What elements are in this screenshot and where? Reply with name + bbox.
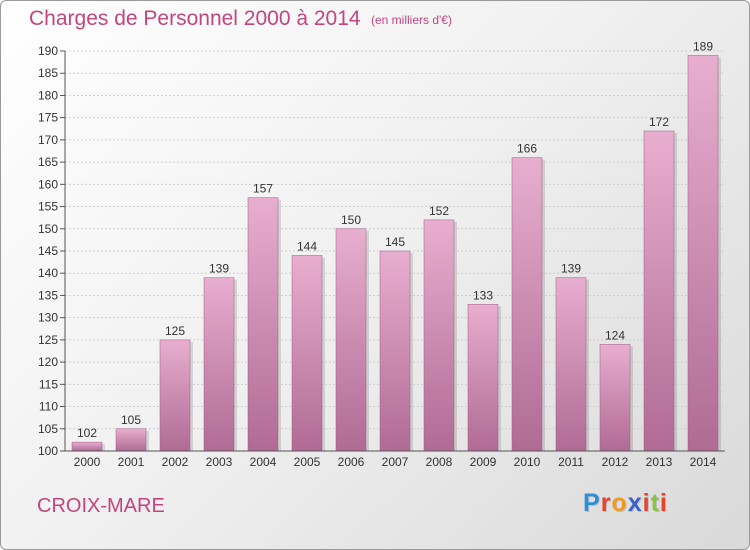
data-label: 124 (605, 328, 625, 342)
bar (379, 250, 411, 452)
bar (555, 277, 587, 452)
data-label: 125 (165, 324, 185, 338)
data-label: 139 (561, 262, 581, 276)
proxiti-logo[interactable]: Proxiti (583, 489, 668, 518)
y-tick-label: 155 (38, 200, 58, 214)
bar (687, 55, 719, 452)
town-name: CROIX-MARE (37, 495, 165, 517)
y-tick-label: 190 (38, 44, 58, 58)
logo-letter: i (642, 489, 651, 517)
data-label: 166 (517, 142, 537, 156)
data-label: 172 (649, 115, 669, 129)
logo-letter: t (650, 489, 660, 517)
x-tick-label: 2003 (206, 455, 233, 469)
x-tick-label: 2002 (162, 455, 189, 469)
logo-letter: r (600, 489, 612, 517)
x-tick-label: 2014 (690, 455, 717, 469)
bars: 102 105 125 139 157 144 150 145 152 133 166 139 124 1… (71, 39, 721, 452)
bar (511, 157, 543, 452)
data-label: 105 (121, 413, 141, 427)
x-tick-label: 2005 (294, 455, 321, 469)
x-tick-label: 2008 (426, 455, 453, 469)
y-tick-label: 175 (38, 111, 58, 125)
bar (71, 441, 103, 452)
data-label: 150 (341, 213, 361, 227)
logo-letter: P (583, 489, 601, 517)
x-tick-label: 2000 (74, 455, 101, 469)
y-tick-label: 135 (38, 288, 58, 302)
logo-letter: i (659, 489, 668, 517)
logo-letter: o (611, 489, 628, 517)
data-label: 157 (253, 182, 273, 196)
y-tick-label: 180 (38, 88, 58, 102)
x-tick-label: 2001 (118, 455, 145, 469)
y-tick-label: 110 (39, 400, 58, 414)
bar (159, 339, 191, 452)
bar (599, 344, 631, 452)
y-tick-label: 130 (38, 311, 58, 325)
bar (291, 255, 323, 452)
y-tick-label: 185 (38, 66, 58, 80)
y-tick-label: 145 (38, 244, 58, 258)
y-tick-label: 105 (38, 422, 58, 436)
bar (467, 304, 499, 452)
bar (423, 219, 455, 452)
data-label: 144 (297, 239, 317, 253)
chart-subtitle: (en milliers d'€) (371, 13, 452, 27)
x-tick-label: 2009 (470, 455, 497, 469)
x-tick-label: 2013 (646, 455, 673, 469)
x-tick-label: 2011 (558, 455, 584, 469)
y-tick-label: 120 (38, 355, 58, 369)
data-label: 145 (385, 235, 405, 249)
y-tick-label: 150 (38, 222, 58, 236)
bar (643, 130, 675, 452)
y-tick-label: 165 (38, 155, 58, 169)
bar (335, 228, 367, 452)
x-tick-label: 2010 (514, 455, 541, 469)
data-label: 189 (693, 39, 713, 53)
data-label: 139 (209, 262, 229, 276)
bar (203, 277, 235, 452)
data-label: 152 (429, 204, 449, 218)
y-tick-label: 140 (38, 266, 58, 280)
logo-letter: x (627, 489, 643, 517)
data-label: 133 (473, 288, 493, 302)
bar (115, 428, 147, 452)
y-tick-label: 115 (39, 377, 58, 391)
y-tick-label: 170 (38, 133, 58, 147)
y-tick-label: 125 (38, 333, 58, 347)
chart-title: Charges de Personnel 2000 à 2014 (29, 7, 361, 30)
y-tick-label: 160 (38, 177, 58, 191)
x-tick-label: 2006 (338, 455, 365, 469)
data-label: 102 (77, 426, 97, 440)
y-tick-label: 100 (38, 444, 58, 458)
x-tick-label: 2007 (382, 455, 409, 469)
axes: 100 105 110 115 120 125 130 135 140 145 150 155 160 1… (38, 44, 725, 469)
bar (247, 197, 279, 452)
x-tick-label: 2004 (250, 455, 277, 469)
x-tick-label: 2012 (602, 455, 629, 469)
